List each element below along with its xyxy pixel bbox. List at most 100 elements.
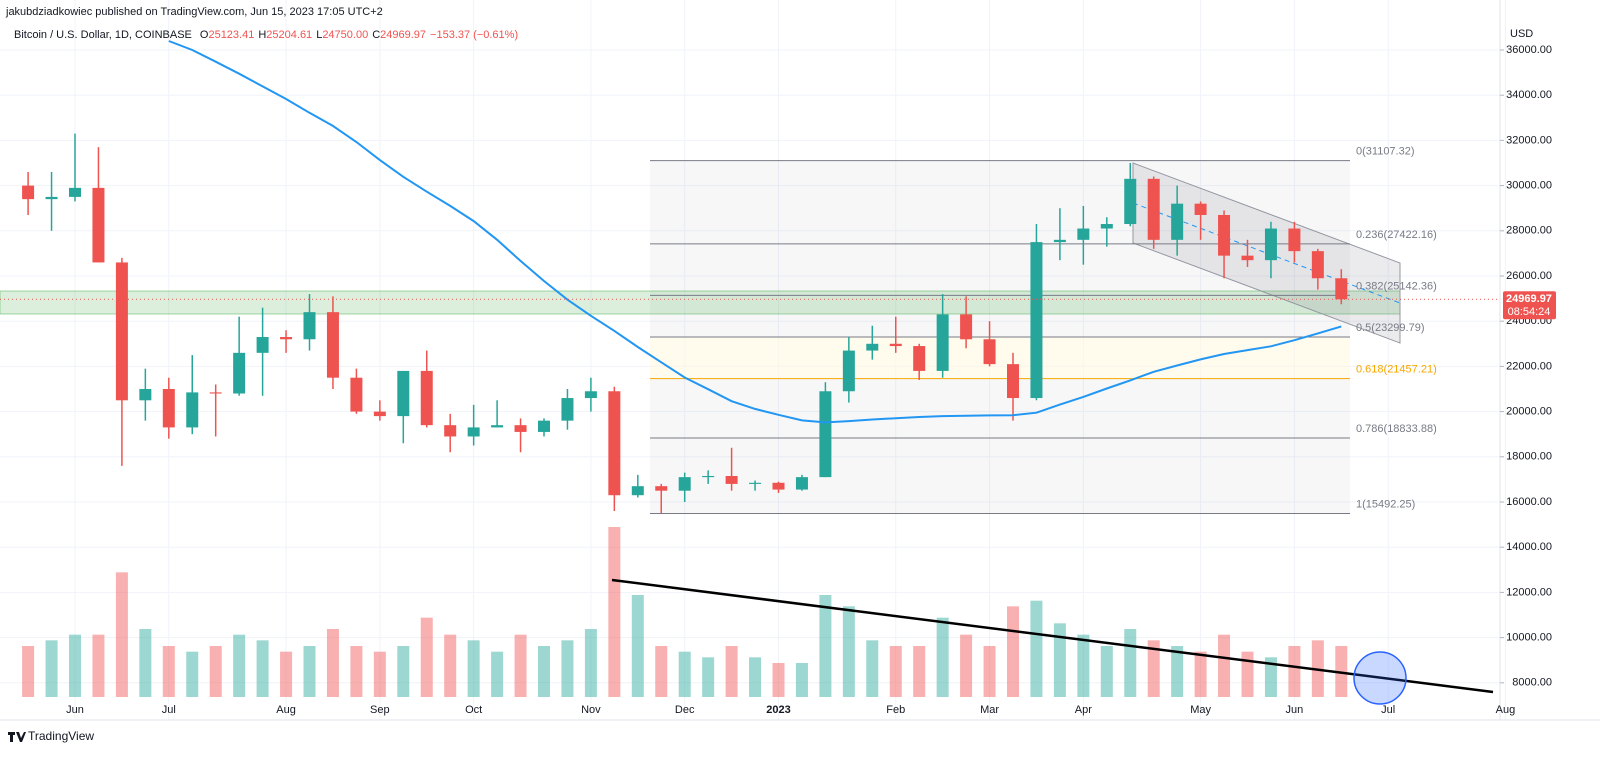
volume-bar: [397, 646, 410, 697]
candle-body: [960, 314, 973, 340]
volume-bar: [1077, 634, 1090, 697]
candle-body: [280, 337, 293, 340]
fib-band: [650, 378, 1350, 438]
volume-bar: [1264, 657, 1277, 697]
moving-average-line: [168, 40, 1342, 424]
fib-band: [650, 437, 1350, 514]
ohlc-value: 25123.41: [208, 29, 254, 41]
candle-body: [514, 425, 527, 432]
candle-body: [795, 477, 808, 490]
y-tick-label: 20000.00: [1506, 406, 1552, 418]
candle-body: [1335, 278, 1348, 300]
candle-body: [749, 482, 762, 484]
fib-label: 0.5(23299.79): [1356, 322, 1425, 334]
x-tick-label: Jun: [1286, 704, 1304, 716]
volume-bar: [444, 634, 457, 697]
candle-body: [772, 482, 785, 490]
candle-body: [256, 337, 269, 353]
volume-bar: [702, 657, 715, 697]
volume-bar: [1288, 646, 1301, 697]
candle-body: [631, 486, 644, 496]
volume: [22, 527, 1348, 697]
volume-bar: [631, 595, 644, 697]
candle-body: [1007, 364, 1019, 399]
ohlc-key: O: [200, 29, 209, 41]
last-price-tag: [1503, 291, 1556, 320]
y-tick-label: 34000.00: [1506, 89, 1552, 101]
volume-bar: [69, 634, 81, 697]
volume-bar: [514, 634, 527, 697]
x-tick-label: Feb: [886, 704, 905, 716]
y-tick-label: 30000.00: [1506, 179, 1552, 191]
candle-body: [1194, 203, 1207, 215]
volume-bar: [491, 651, 504, 697]
candle-body: [1053, 239, 1066, 243]
candle-body: [725, 476, 738, 484]
candle-body: [1147, 178, 1160, 240]
candle-body: [303, 312, 316, 340]
candle-body: [819, 391, 832, 478]
volume-bar: [749, 657, 762, 697]
volume-bar: [326, 629, 339, 697]
x-tick-label: Apr: [1075, 704, 1092, 716]
candle-body: [420, 370, 433, 426]
fib-label: 0.786(18833.88): [1356, 423, 1437, 435]
candle-body: [1264, 228, 1277, 261]
candle-body: [115, 262, 128, 401]
volume-bar: [280, 651, 293, 697]
x-tick-label: Dec: [675, 704, 695, 716]
candle-body: [889, 343, 902, 347]
candle-body: [444, 425, 457, 437]
y-tick-label: 8000.00: [1512, 677, 1552, 689]
candle-body: [936, 314, 949, 371]
volume-bar: [1124, 629, 1137, 697]
volume-bar: [983, 646, 996, 697]
countdown: 08:54:24: [1508, 306, 1551, 318]
moving-average: [168, 40, 1342, 424]
x-tick-label: 2023: [766, 704, 790, 716]
y-tick-label: 10000.00: [1506, 632, 1552, 644]
x-tick-label: Sep: [370, 704, 390, 716]
axes: 8000.00 10000.00 12000.00 14000.00 16000.00 1…: [66, 44, 1552, 716]
candle-body: [69, 187, 81, 197]
candle-body: [186, 392, 199, 428]
candle-body: [584, 391, 597, 399]
last-price: 24969.97: [1506, 293, 1552, 305]
footer: TradingView: [28, 729, 94, 743]
volume-bar: [561, 640, 574, 697]
candle-body: [45, 196, 58, 200]
candle-body: [1288, 228, 1301, 252]
volume-bar: [209, 646, 222, 697]
volume-bar: [233, 634, 246, 697]
volume-bar: [139, 629, 152, 697]
candle-body: [983, 339, 996, 365]
candle-body: [608, 391, 621, 496]
volume-bar: [866, 640, 879, 697]
y-tick-label: 36000.00: [1506, 44, 1552, 56]
volume-bar: [772, 663, 785, 697]
x-tick-label: Mar: [980, 704, 999, 716]
volume-bar: [795, 663, 808, 697]
volume-bar: [678, 651, 691, 697]
candle-body: [397, 370, 410, 417]
candle-body: [1311, 251, 1324, 279]
candle-body: [139, 388, 152, 401]
volume-bar: [467, 640, 480, 697]
symbol: Bitcoin / U.S. Dollar, 1D, COINBASE: [14, 29, 192, 41]
volume-bar: [162, 646, 175, 697]
candle-body: [538, 420, 550, 432]
candle-body: [1241, 255, 1254, 261]
candle-body: [1218, 214, 1231, 256]
volume-bar: [1053, 623, 1066, 697]
volume-bar: [1241, 651, 1254, 697]
candle-body: [866, 343, 879, 351]
volume-bar: [92, 634, 105, 697]
x-tick-label: Oct: [465, 704, 482, 716]
ohlc-key: C: [372, 29, 380, 41]
candle-body: [655, 486, 668, 491]
fib-label: 0(31107.32): [1356, 145, 1415, 157]
volume-bar: [420, 617, 433, 697]
volume-trendline: [611, 578, 1494, 694]
